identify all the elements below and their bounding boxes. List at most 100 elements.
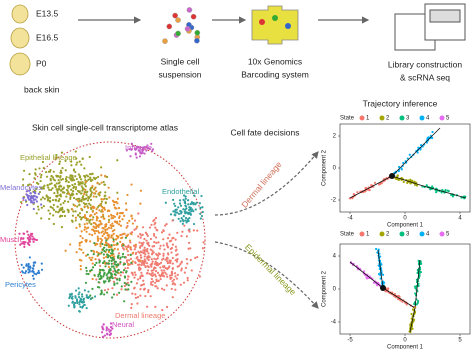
cell-point xyxy=(154,281,157,284)
state-point xyxy=(431,130,434,134)
cell-point xyxy=(153,218,156,221)
cell-point xyxy=(54,185,57,189)
cell-point xyxy=(199,206,202,210)
cell-point xyxy=(92,221,95,225)
cell-point xyxy=(179,204,183,207)
x-tick-label: 0 xyxy=(403,338,407,344)
workflow-arrows xyxy=(78,16,370,309)
cell-point xyxy=(89,177,92,181)
cell-point xyxy=(83,213,87,217)
cell-point xyxy=(54,210,58,213)
cell-point xyxy=(153,240,156,244)
branch-node xyxy=(380,285,386,291)
cell-point xyxy=(114,270,117,273)
cell-point xyxy=(185,211,188,214)
cell-point xyxy=(177,212,181,216)
cell-point xyxy=(47,197,50,200)
cell-point xyxy=(72,185,76,188)
step-label: 10x Genomics xyxy=(248,56,302,66)
cell-point xyxy=(171,296,174,299)
cell-point xyxy=(177,264,181,268)
cell-point xyxy=(85,269,88,273)
cell-point xyxy=(116,235,119,238)
x-axis-label: Component 1 xyxy=(387,345,424,349)
cell-point xyxy=(100,200,103,203)
cell-point xyxy=(75,298,79,301)
cell-point xyxy=(111,257,114,261)
cell-point xyxy=(194,256,197,259)
cell-point xyxy=(78,291,81,294)
state-point xyxy=(362,270,366,273)
cell-point xyxy=(98,209,101,212)
cell-point xyxy=(189,202,192,206)
cell-point xyxy=(35,181,39,184)
cell-point xyxy=(63,200,66,203)
cell-point xyxy=(179,220,182,223)
cluster-label: Endothelial xyxy=(162,187,199,196)
cell-point xyxy=(198,202,201,205)
state-point xyxy=(419,148,422,151)
legend-label: 2 xyxy=(386,116,390,122)
cell-point xyxy=(160,269,163,272)
cell-point xyxy=(127,259,131,262)
cell-point xyxy=(20,237,23,240)
state-point xyxy=(417,284,420,287)
cell-point xyxy=(37,208,40,211)
cell-point xyxy=(70,188,73,191)
cell-point xyxy=(58,162,61,166)
state-point xyxy=(420,143,423,147)
cell-point xyxy=(74,188,77,191)
cell-point xyxy=(56,205,59,208)
cell-point xyxy=(131,217,134,220)
cell-point xyxy=(90,193,93,196)
cell-point xyxy=(174,208,177,211)
cell-point xyxy=(139,152,142,155)
cell-point xyxy=(101,335,105,338)
state-point xyxy=(402,161,405,165)
tissue-label: back skin xyxy=(24,84,60,94)
cell-point xyxy=(151,280,155,283)
cluster-label: Epithelial lineage xyxy=(20,153,77,162)
cell-point xyxy=(119,256,122,259)
cell-point xyxy=(63,210,66,213)
cell-point xyxy=(80,240,83,244)
cell-point xyxy=(92,225,95,228)
cell-point xyxy=(75,157,78,160)
cell-point xyxy=(52,222,55,226)
trajectory-edge xyxy=(382,287,416,309)
cell-point xyxy=(77,214,80,217)
cell-point xyxy=(138,269,141,272)
cell-point xyxy=(37,269,40,273)
cell-point xyxy=(143,255,146,258)
cell-point xyxy=(131,144,135,147)
cell-point xyxy=(32,191,36,194)
cell-point xyxy=(194,208,197,211)
cell-point xyxy=(139,246,142,249)
cell-point xyxy=(154,216,158,220)
cell-point xyxy=(102,323,105,326)
cell-point xyxy=(188,216,191,220)
cell-point xyxy=(67,200,70,203)
cell-point xyxy=(86,199,90,202)
cell-point xyxy=(136,278,140,281)
cell-point xyxy=(125,248,128,251)
cell-point xyxy=(103,260,106,263)
state-point xyxy=(366,276,370,280)
cell-point xyxy=(31,235,34,238)
cell-point xyxy=(150,281,153,284)
cell-point xyxy=(81,186,84,190)
cell-point xyxy=(29,192,32,195)
cell-point xyxy=(110,236,113,239)
cell-point xyxy=(79,297,82,300)
cell-point xyxy=(26,184,30,187)
cell-point xyxy=(124,236,127,239)
cell-point xyxy=(92,253,95,256)
state-point xyxy=(367,188,370,191)
cell-point xyxy=(126,262,130,266)
state-point xyxy=(408,153,411,156)
cell-point xyxy=(41,196,44,199)
cell-point xyxy=(95,217,99,220)
cell-point xyxy=(101,234,104,238)
cell-point xyxy=(162,254,165,257)
